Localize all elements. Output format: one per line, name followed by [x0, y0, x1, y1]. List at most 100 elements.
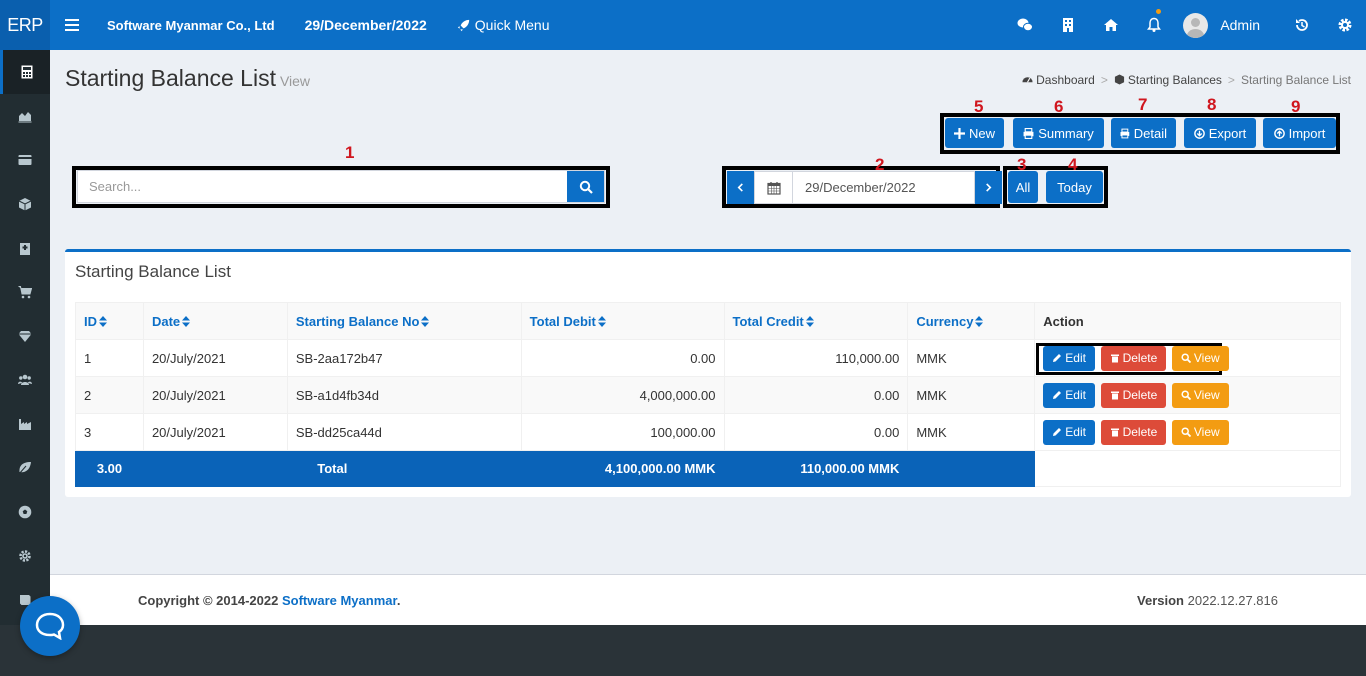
- view-button[interactable]: View: [1171, 382, 1229, 408]
- home-button[interactable]: [1089, 0, 1132, 50]
- sidebar-item-cart[interactable]: [0, 270, 50, 314]
- cell-no: SB-dd25ca44d: [286, 413, 522, 451]
- search-icon: [579, 180, 593, 194]
- table-row: 1 20/July/2021 SB-2aa172b47 0.00 110,000…: [75, 339, 1341, 377]
- user-name: Admin: [1220, 17, 1260, 33]
- edit-button[interactable]: Edit: [1043, 345, 1095, 371]
- chevron-right-icon: [986, 183, 992, 192]
- detail-button[interactable]: Detail: [1111, 118, 1176, 148]
- prev-date-button[interactable]: [727, 171, 754, 204]
- quick-menu-button[interactable]: Quick Menu: [457, 17, 550, 33]
- column-currency[interactable]: Currency: [907, 302, 1036, 340]
- sidebar-item-book[interactable]: [0, 578, 50, 622]
- column-total-debit[interactable]: Total Debit: [520, 302, 725, 340]
- new-button[interactable]: New: [945, 118, 1004, 148]
- summary-button[interactable]: Summary: [1013, 118, 1104, 148]
- column-no-label: Starting Balance No: [295, 313, 420, 329]
- cell-currency: MMK: [907, 413, 1036, 451]
- column-total-credit[interactable]: Total Credit: [723, 302, 909, 340]
- breadcrumb-current: Starting Balance List: [1240, 73, 1351, 87]
- version-info: Version 2022.12.27.816: [1137, 593, 1278, 608]
- search-icon: [1181, 427, 1191, 437]
- all-button[interactable]: All: [1008, 171, 1038, 203]
- cell-credit: 0.00: [723, 376, 909, 414]
- chat-bubble-icon: [35, 612, 65, 640]
- sidebar-item-ball[interactable]: [0, 490, 50, 534]
- annotation-number: 2: [875, 155, 885, 174]
- chat-widget-button[interactable]: [20, 596, 80, 656]
- edit-label: Edit: [1065, 425, 1086, 439]
- leaf-icon: [18, 462, 31, 475]
- today-button[interactable]: Today: [1046, 171, 1103, 203]
- view-label: View: [1193, 351, 1220, 365]
- export-button[interactable]: Export: [1184, 118, 1256, 148]
- notification-button[interactable]: [1132, 0, 1175, 50]
- quick-menu-label: Quick Menu: [474, 17, 550, 33]
- sidebar-item-diamond[interactable]: [0, 314, 50, 358]
- version-number: 2022.12.27.816: [1187, 592, 1278, 608]
- menu-toggle-icon[interactable]: [65, 19, 79, 31]
- total-label: Total: [142, 450, 522, 487]
- import-button[interactable]: Import: [1263, 118, 1336, 148]
- cell-credit: 110,000.00: [723, 339, 909, 377]
- app-logo[interactable]: ERP: [0, 0, 50, 50]
- trash-icon: [1110, 354, 1119, 363]
- calendar-button[interactable]: [754, 171, 793, 204]
- cell-credit: 0.00: [723, 413, 909, 451]
- delete-button[interactable]: Delete: [1100, 345, 1167, 371]
- date-input[interactable]: 29/December/2022: [793, 171, 975, 204]
- view-button[interactable]: View: [1171, 419, 1229, 445]
- annotation-box-toolbar: [940, 113, 1340, 154]
- sort-icon: [597, 315, 606, 327]
- column-id[interactable]: ID: [75, 302, 144, 340]
- bell-icon: [1146, 17, 1161, 32]
- print-icon: [1023, 127, 1034, 139]
- sidebar-item-box[interactable]: [0, 182, 50, 226]
- notification-dot: [1156, 9, 1162, 14]
- edit-button[interactable]: Edit: [1043, 382, 1095, 408]
- version-label: Version: [1137, 592, 1184, 608]
- next-date-button[interactable]: [975, 171, 1002, 204]
- bottom-bar: [0, 625, 1366, 676]
- credit-card-icon: [18, 155, 32, 165]
- soccer-ball-icon: [18, 505, 32, 519]
- sidebar-item-leaf[interactable]: [0, 446, 50, 490]
- history-button[interactable]: [1280, 0, 1323, 50]
- cart-icon: [18, 286, 32, 299]
- hospital-icon: [20, 243, 30, 255]
- sidebar-item-calculator[interactable]: [0, 50, 50, 94]
- delete-button[interactable]: Delete: [1100, 382, 1167, 408]
- view-button[interactable]: View: [1171, 345, 1229, 371]
- settings-button[interactable]: [1323, 0, 1366, 50]
- breadcrumb-dashboard[interactable]: Dashboard: [1022, 73, 1095, 87]
- table-row: 2 20/July/2021 SB-a1d4fb34d 4,000,000.00…: [75, 376, 1341, 414]
- company-link[interactable]: Software Myanmar: [281, 592, 397, 608]
- print-icon: [1120, 128, 1130, 138]
- dashboard-icon: [1022, 77, 1033, 83]
- search-input[interactable]: [78, 171, 567, 202]
- column-date[interactable]: Date: [142, 302, 288, 340]
- rocket-icon: [457, 19, 469, 31]
- sidebar-item-users[interactable]: [0, 358, 50, 402]
- view-label: View: [1193, 425, 1220, 439]
- sidebar-item-chart[interactable]: [0, 94, 50, 138]
- annotation-box-search: [72, 166, 610, 208]
- annotation-number: 7: [1138, 95, 1148, 114]
- building-icon: [1062, 18, 1073, 32]
- breadcrumb-starting-balances[interactable]: Starting Balances: [1114, 73, 1222, 87]
- sidebar-item-settings[interactable]: [0, 534, 50, 578]
- sidebar-item-card[interactable]: [0, 138, 50, 182]
- user-menu[interactable]: Admin: [1183, 12, 1260, 38]
- search-button[interactable]: [567, 171, 604, 202]
- import-button-label: Import: [1288, 125, 1326, 141]
- edit-button[interactable]: Edit: [1043, 419, 1095, 445]
- sidebar-item-hospital[interactable]: [0, 226, 50, 270]
- search-icon: [1181, 353, 1191, 363]
- column-starting-balance-no[interactable]: Starting Balance No: [286, 302, 522, 340]
- cell-no: SB-2aa172b47: [286, 339, 522, 377]
- delete-button[interactable]: Delete: [1100, 419, 1167, 445]
- cell-date: 20/July/2021: [142, 339, 288, 377]
- sidebar-item-industry[interactable]: [0, 402, 50, 446]
- building-button[interactable]: [1046, 0, 1089, 50]
- chat-button[interactable]: [1003, 0, 1046, 50]
